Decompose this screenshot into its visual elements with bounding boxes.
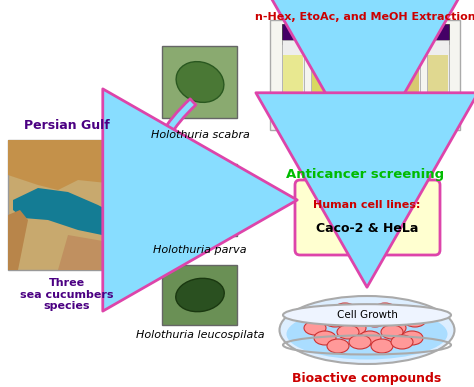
Ellipse shape bbox=[401, 331, 423, 345]
Text: n-Hex, EtoAc, and MeOH Extraction: n-Hex, EtoAc, and MeOH Extraction bbox=[255, 12, 474, 22]
Ellipse shape bbox=[176, 62, 224, 103]
Bar bbox=[340, 24, 362, 44]
Polygon shape bbox=[13, 188, 126, 240]
Polygon shape bbox=[8, 140, 126, 190]
Bar bbox=[312, 55, 332, 110]
Bar bbox=[8, 140, 126, 270]
Bar bbox=[369, 24, 391, 44]
Text: Persian Gulf: Persian Gulf bbox=[24, 119, 110, 132]
Bar bbox=[163, 164, 237, 236]
Ellipse shape bbox=[381, 325, 403, 339]
Bar bbox=[163, 265, 237, 325]
Ellipse shape bbox=[337, 325, 359, 339]
Text: Human cell lines:: Human cell lines: bbox=[313, 200, 421, 210]
Bar bbox=[398, 40, 420, 115]
Ellipse shape bbox=[354, 311, 376, 325]
Ellipse shape bbox=[344, 321, 366, 335]
Ellipse shape bbox=[364, 313, 386, 327]
Ellipse shape bbox=[283, 304, 451, 326]
Ellipse shape bbox=[304, 321, 326, 335]
Bar bbox=[399, 55, 419, 110]
Polygon shape bbox=[8, 210, 28, 270]
Text: Bioactive compounds: Bioactive compounds bbox=[292, 372, 442, 385]
Text: Anticancer screening: Anticancer screening bbox=[286, 168, 444, 181]
Ellipse shape bbox=[374, 303, 396, 317]
Ellipse shape bbox=[314, 311, 336, 325]
Text: Caco-2 & HeLa: Caco-2 & HeLa bbox=[316, 221, 418, 235]
Text: Cell Growth: Cell Growth bbox=[337, 310, 397, 320]
Bar bbox=[282, 24, 304, 44]
FancyArrowPatch shape bbox=[149, 99, 196, 248]
Bar bbox=[163, 46, 237, 118]
Bar bbox=[283, 55, 303, 110]
Bar bbox=[427, 24, 449, 44]
Ellipse shape bbox=[404, 313, 426, 327]
Ellipse shape bbox=[327, 339, 349, 353]
Ellipse shape bbox=[280, 296, 455, 364]
Text: Three
sea cucumbers
species: Three sea cucumbers species bbox=[20, 278, 114, 311]
Ellipse shape bbox=[384, 321, 406, 335]
Bar bbox=[311, 24, 333, 44]
Ellipse shape bbox=[176, 278, 224, 312]
Ellipse shape bbox=[314, 331, 336, 345]
Ellipse shape bbox=[349, 335, 371, 349]
Text: Holothuria leucospilata: Holothuria leucospilata bbox=[136, 330, 264, 340]
Bar bbox=[282, 40, 304, 115]
Bar bbox=[341, 55, 361, 110]
Ellipse shape bbox=[371, 339, 393, 353]
Bar bbox=[311, 40, 333, 115]
Bar bbox=[369, 40, 391, 115]
Bar bbox=[398, 24, 420, 44]
Text: Holothuria scabra: Holothuria scabra bbox=[151, 130, 249, 140]
Text: Holothuria parva: Holothuria parva bbox=[153, 245, 247, 255]
Bar bbox=[427, 40, 449, 115]
FancyBboxPatch shape bbox=[295, 180, 440, 255]
Ellipse shape bbox=[334, 303, 356, 317]
Ellipse shape bbox=[286, 308, 447, 360]
Ellipse shape bbox=[359, 331, 381, 345]
Bar bbox=[370, 55, 390, 110]
Ellipse shape bbox=[391, 335, 413, 349]
Polygon shape bbox=[58, 235, 126, 270]
Ellipse shape bbox=[394, 311, 416, 325]
Bar bbox=[270, 20, 460, 130]
Ellipse shape bbox=[324, 313, 346, 327]
Bar bbox=[340, 40, 362, 115]
Ellipse shape bbox=[176, 180, 224, 220]
Bar bbox=[428, 55, 448, 110]
